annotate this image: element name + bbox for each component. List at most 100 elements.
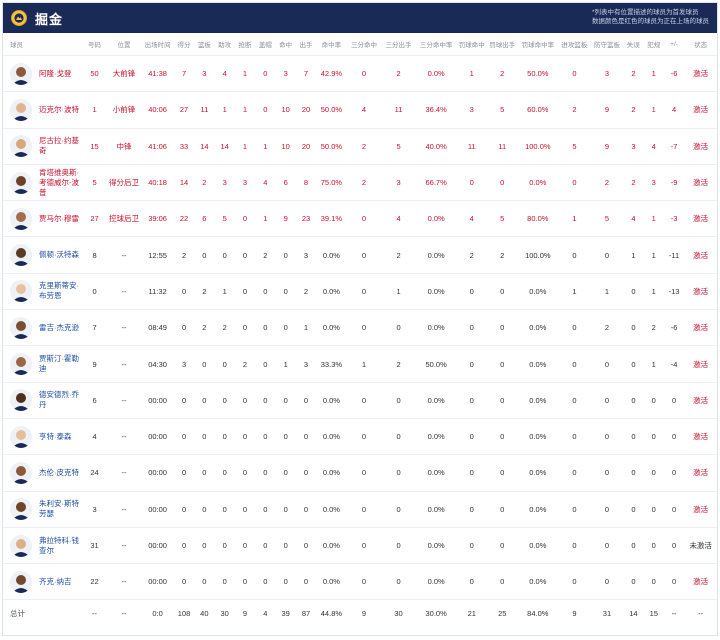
status-link[interactable]: 激活	[684, 200, 717, 238]
player-cell[interactable]: 弗拉特科·钱查尔	[3, 527, 83, 565]
player-avatar-icon[interactable]	[10, 389, 32, 412]
status-link[interactable]: 激活	[684, 309, 717, 347]
player-cell[interactable]: 齐克·纳吉	[3, 563, 83, 601]
stat-ast: 0	[214, 418, 235, 456]
total-status: --	[698, 608, 704, 618]
stat-stl: 1	[234, 91, 256, 129]
stat-blk: 0	[255, 345, 276, 383]
player-avatar-icon[interactable]	[10, 498, 32, 521]
player-cell[interactable]: 肯塔维奥斯·考德威尔-波普	[3, 164, 83, 202]
stat-time: 00:00	[141, 527, 174, 565]
status-link[interactable]: 未激活	[684, 527, 717, 565]
stat-pm: -4	[663, 345, 685, 383]
stat-stl: 0	[234, 418, 256, 456]
player-name-link[interactable]: 雷吉·杰克逊	[39, 322, 79, 332]
stat-tov: 1	[623, 236, 644, 274]
status-link[interactable]: 激活	[684, 273, 717, 311]
stat-ast: 2	[214, 309, 235, 347]
player-cell[interactable]: 朱利安·斯特劳瑟	[3, 491, 83, 528]
player-name-link[interactable]: 亨特·泰森	[39, 431, 72, 441]
player-avatar-icon[interactable]	[10, 98, 32, 121]
stat-number: 3	[82, 491, 107, 528]
player-avatar-icon[interactable]	[10, 244, 32, 267]
player-cell[interactable]: 克里斯蒂安·布劳恩	[3, 273, 83, 311]
player-cell[interactable]: 德安德烈·乔丹	[3, 382, 83, 419]
stat-pts: 0	[173, 273, 195, 311]
stat-oreb: 0	[558, 55, 591, 93]
player-cell[interactable]: 贾马尔·穆雷	[3, 200, 83, 238]
player-cell[interactable]: 迈克尔·波特	[3, 91, 83, 129]
status-link[interactable]: 激活	[684, 345, 717, 383]
stat-pf: 0	[643, 527, 664, 565]
player-name-link[interactable]: 朱利安·斯特劳瑟	[39, 499, 79, 519]
status-link[interactable]: 激活	[684, 91, 717, 129]
player-cell[interactable]: 尼古拉·约基奇	[3, 128, 83, 165]
player-avatar-icon[interactable]	[10, 316, 32, 339]
player-cell[interactable]: 贾斯汀·霍勒迪	[3, 345, 83, 383]
stat-stl: 0	[234, 309, 256, 347]
stat-reb: 2	[194, 309, 215, 347]
stat-ftm: 0	[456, 273, 487, 311]
player-name-link[interactable]: 贾斯汀·霍勒迪	[39, 354, 79, 374]
player-avatar-icon[interactable]	[10, 570, 32, 593]
stat-ftm: 0	[456, 491, 487, 528]
player-name-link[interactable]: 佩顿·沃特森	[39, 250, 79, 260]
player-avatar-icon[interactable]	[10, 135, 32, 158]
player-cell[interactable]: 佩顿·沃特森	[3, 236, 83, 274]
player-avatar-icon[interactable]	[10, 534, 32, 557]
status-link[interactable]: 激活	[684, 418, 717, 456]
stat-tov: 0	[623, 309, 644, 347]
player-name-link[interactable]: 肯塔维奥斯·考德威尔-波普	[39, 167, 79, 197]
column-header: 出场时间	[141, 33, 174, 56]
status-link[interactable]: 激活	[684, 454, 717, 492]
player-name-link[interactable]: 德安德烈·乔丹	[39, 390, 79, 410]
player-avatar-icon[interactable]	[10, 207, 32, 230]
column-header: 位置	[106, 33, 142, 56]
player-name-link[interactable]: 贾马尔·穆雷	[39, 213, 79, 223]
stat-fga: 0	[295, 418, 317, 456]
stat-fgm: 0	[275, 527, 296, 565]
player-avatar-icon[interactable]	[10, 353, 32, 376]
stat-pm: -11	[663, 236, 685, 274]
column-header: 号码	[82, 33, 107, 56]
player-avatar-icon[interactable]	[10, 280, 32, 303]
player-name-link[interactable]: 尼古拉·约基奇	[39, 136, 79, 156]
stat-ast: 0	[214, 491, 235, 528]
stat-tpa: 0	[381, 382, 416, 419]
player-name-link[interactable]: 弗拉特科·钱查尔	[39, 535, 79, 555]
status-link[interactable]: 激活	[684, 382, 717, 419]
stat-reb: 0	[194, 454, 215, 492]
status-link[interactable]: 激活	[684, 491, 717, 528]
stat-blk: 1	[255, 128, 276, 165]
status-link[interactable]: 激活	[684, 128, 717, 165]
stat-oreb: 0	[558, 418, 591, 456]
status-link[interactable]: 激活	[684, 563, 717, 601]
stat-dreb: 5	[590, 200, 624, 238]
stat-pts: 2	[173, 236, 195, 274]
player-cell[interactable]: 阿隆·戈登	[3, 55, 83, 93]
status-link[interactable]: 激活	[684, 55, 717, 93]
player-avatar-icon[interactable]	[10, 425, 32, 448]
stat-fta: 0	[486, 454, 518, 492]
player-avatar-icon[interactable]	[10, 62, 32, 85]
player-name-link[interactable]: 克里斯蒂安·布劳恩	[39, 281, 79, 301]
stat-ftp: 0.0%	[517, 273, 559, 311]
stat-tpa: 5	[381, 128, 416, 165]
stat-number: 8	[82, 236, 107, 274]
player-name-link[interactable]: 阿隆·戈登	[39, 68, 72, 78]
status-link[interactable]: 激活	[684, 164, 717, 202]
player-name-link[interactable]: 杰伦·皮克特	[39, 467, 79, 477]
player-name-link[interactable]: 迈克尔·波特	[39, 104, 79, 114]
stat-ftp: 0.0%	[517, 345, 559, 383]
stat-dreb: 0	[590, 491, 624, 528]
player-cell[interactable]: 杰伦·皮克特	[3, 454, 83, 492]
table-row: 肯塔维奥斯·考德威尔-波普 5 得分后卫 40:18 14 2 3 3 4 6 8 75.0% 2 3 66…	[3, 164, 717, 202]
player-avatar-icon[interactable]	[10, 461, 32, 484]
player-cell[interactable]: 雷吉·杰克逊	[3, 309, 83, 347]
player-cell[interactable]: 亨特·泰森	[3, 418, 83, 456]
player-name-link[interactable]: 齐克·纳吉	[39, 576, 72, 586]
stat-time: 40:06	[141, 91, 174, 129]
team-name: 掘金	[35, 11, 64, 27]
status-link[interactable]: 激活	[684, 236, 717, 274]
player-avatar-icon[interactable]	[10, 171, 32, 194]
